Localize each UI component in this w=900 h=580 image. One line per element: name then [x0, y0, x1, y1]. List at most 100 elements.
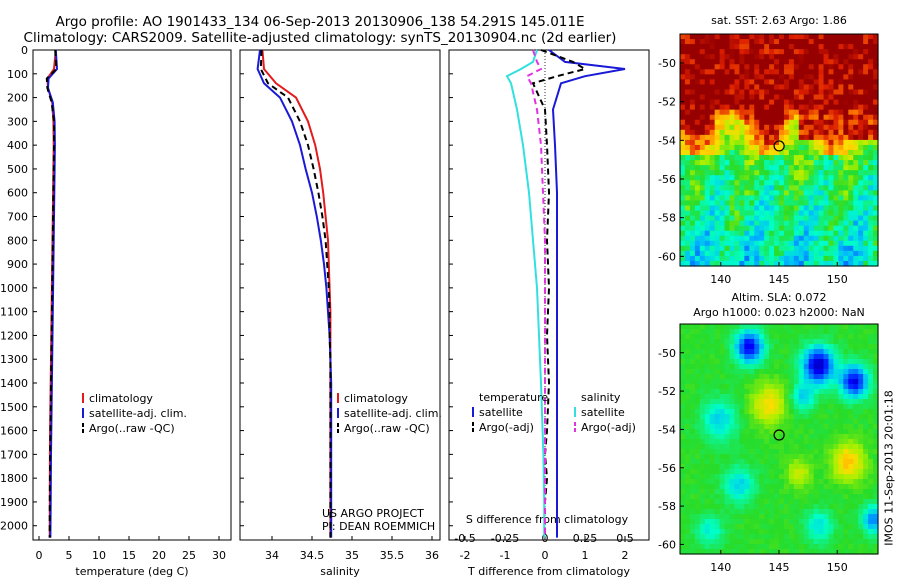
map-cell [764, 514, 770, 520]
map-cell [843, 494, 849, 500]
map-cell [749, 529, 755, 535]
map-cell [858, 119, 864, 126]
map-cell [793, 155, 800, 161]
map-cell [774, 134, 780, 141]
map-cell [714, 255, 721, 262]
x-tick-label: -1 [500, 549, 511, 562]
map-cell [774, 529, 780, 535]
map-cell [764, 104, 770, 111]
map-cell [803, 489, 810, 495]
map-cell [798, 544, 805, 550]
map-cell [724, 240, 731, 247]
map-cell [848, 134, 854, 141]
map-cell [724, 549, 731, 555]
map-cell [828, 504, 835, 510]
map-cell [863, 175, 869, 181]
map-cell [858, 479, 864, 485]
map-cell [739, 205, 745, 212]
map-cell [863, 339, 869, 345]
map-cell [719, 349, 726, 355]
map-cell [709, 69, 716, 75]
map-cell [689, 454, 696, 460]
map-cell [764, 349, 770, 355]
map-cell [754, 129, 760, 136]
map-cell [868, 139, 874, 146]
map-cell [724, 369, 731, 375]
map-cell [783, 34, 790, 40]
map-cell [779, 464, 785, 470]
map-cell [798, 409, 805, 415]
map-cell [858, 434, 864, 440]
map-cell [749, 459, 755, 465]
map-cell [823, 59, 830, 65]
map-cell [779, 84, 785, 91]
map-cell [754, 529, 760, 535]
map-cell [689, 494, 696, 500]
map-cell [808, 245, 815, 252]
map-cell [739, 524, 745, 530]
map-cell [833, 89, 839, 96]
map-cell [863, 474, 869, 480]
map-cell [739, 509, 745, 515]
map-cell [769, 235, 775, 242]
map-cell [680, 180, 686, 186]
map-cell [788, 175, 795, 181]
map-cell [863, 190, 869, 196]
map-cell [709, 245, 716, 252]
map-cell [704, 539, 711, 545]
map-cell [848, 59, 854, 65]
map-cell [759, 494, 765, 500]
map-cell [783, 424, 790, 430]
map-cell [808, 180, 815, 186]
map-cell [818, 195, 825, 202]
map-cell [739, 444, 745, 450]
map-cell [724, 459, 731, 465]
map-cell [868, 44, 874, 50]
map-cell [689, 220, 696, 227]
map-cell [868, 170, 874, 176]
map-cell [848, 474, 854, 480]
map-cell [739, 379, 745, 385]
map-cell [798, 449, 805, 455]
map-cell [704, 329, 711, 335]
series-line-temperature-satellite [548, 49, 626, 538]
map-cell [793, 479, 800, 485]
map-cell [754, 369, 760, 375]
map-cell [744, 175, 750, 181]
map-cell [724, 364, 731, 370]
map-cell [749, 379, 755, 385]
map-cell [863, 394, 869, 400]
map-cell [843, 369, 849, 375]
map-cell [818, 150, 825, 156]
map-cell [803, 359, 810, 365]
map-cell [699, 394, 706, 400]
map-cell [788, 324, 795, 330]
map-cell [843, 429, 849, 435]
map-cell [719, 144, 726, 151]
map-cell [818, 434, 825, 440]
map-cell [769, 74, 775, 80]
map-cell [704, 104, 711, 111]
map-cell [873, 484, 879, 490]
map-y-tick-label: -54 [658, 423, 676, 436]
map-cell [699, 459, 706, 465]
map-cell [709, 509, 716, 515]
map-cell [803, 414, 810, 420]
map-cell [704, 39, 711, 45]
map-cell [843, 499, 849, 505]
map-cell [793, 79, 800, 86]
map-cell [749, 484, 755, 490]
map-cell [863, 494, 869, 500]
map-cell [838, 374, 844, 380]
map-cell [774, 439, 780, 445]
map-cell [779, 394, 785, 400]
map-cell [694, 39, 701, 45]
map-cell [868, 134, 874, 141]
map-cell [793, 444, 800, 450]
map-cell [843, 389, 849, 395]
map-cell [719, 225, 726, 232]
map-cell [729, 39, 736, 45]
map-cell [729, 200, 736, 207]
map-cell [779, 89, 785, 96]
map-cell [754, 175, 760, 181]
